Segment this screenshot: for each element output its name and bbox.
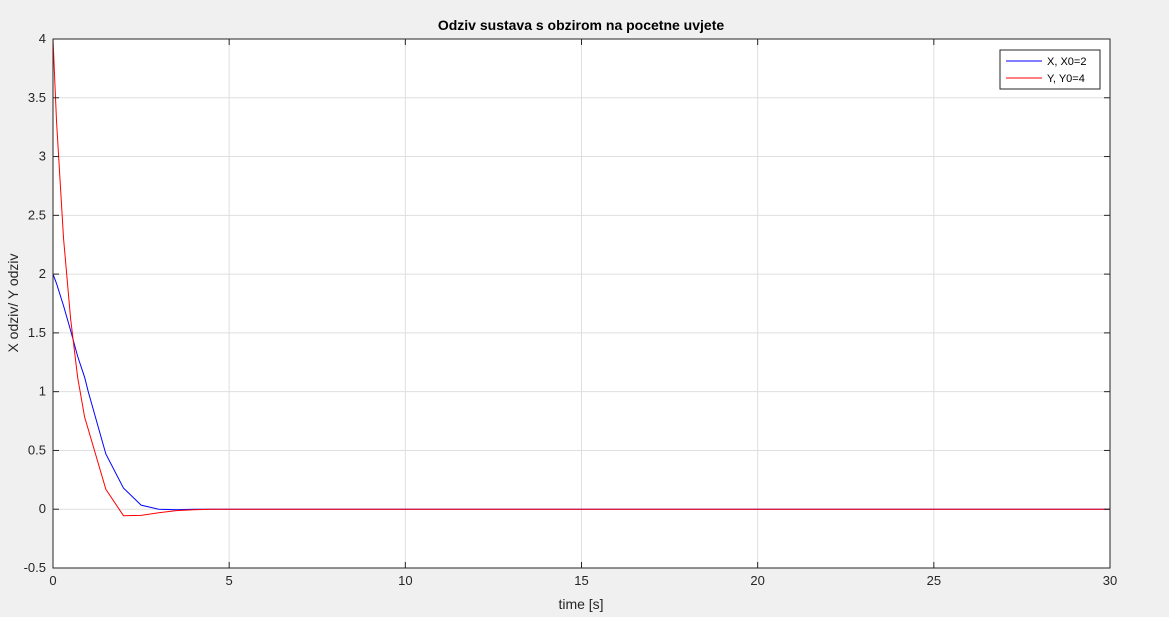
data-series bbox=[52, 38, 1110, 517]
y-tick-label: 4 bbox=[39, 31, 46, 46]
x-tick-label: 25 bbox=[927, 573, 941, 588]
y-tick-label: 1 bbox=[39, 384, 46, 399]
x-tick-label: 30 bbox=[1103, 573, 1117, 588]
y-tick-label: 3.5 bbox=[28, 90, 46, 105]
legend-label-2: Y, Y0=4 bbox=[1047, 73, 1085, 85]
x-axis-label: time [s] bbox=[558, 596, 603, 612]
y-tick-label: 2.5 bbox=[28, 207, 46, 222]
legend-label-1: X, X0=2 bbox=[1047, 56, 1086, 68]
x-tick-label: 20 bbox=[750, 573, 764, 588]
legend-box bbox=[999, 49, 1101, 90]
legend: X, X0=2 Y, Y0=4 bbox=[999, 49, 1101, 90]
y-tick-label: 0 bbox=[39, 501, 46, 516]
x-tick-label: 15 bbox=[574, 573, 588, 588]
y-tick-label: 1.5 bbox=[28, 325, 46, 340]
y-tick-label: -0.5 bbox=[24, 560, 46, 575]
axis-ticks: 0 5 10 15 20 25 30-0.500.511.522.533.54 bbox=[24, 31, 1118, 588]
series-line-2 bbox=[52, 38, 1110, 517]
y-axis-label: X odziv/ Y odziv bbox=[5, 253, 21, 352]
x-tick-label: 10 bbox=[398, 573, 412, 588]
chart-title: Odziv sustava s obzirom na pocetne uvjet… bbox=[438, 17, 725, 33]
x-tick-label: 0 bbox=[49, 573, 56, 588]
x-tick-label: 5 bbox=[226, 573, 233, 588]
y-tick-label: 0.5 bbox=[28, 442, 46, 457]
y-tick-label: 3 bbox=[39, 149, 46, 164]
y-tick-label: 2 bbox=[39, 266, 46, 281]
